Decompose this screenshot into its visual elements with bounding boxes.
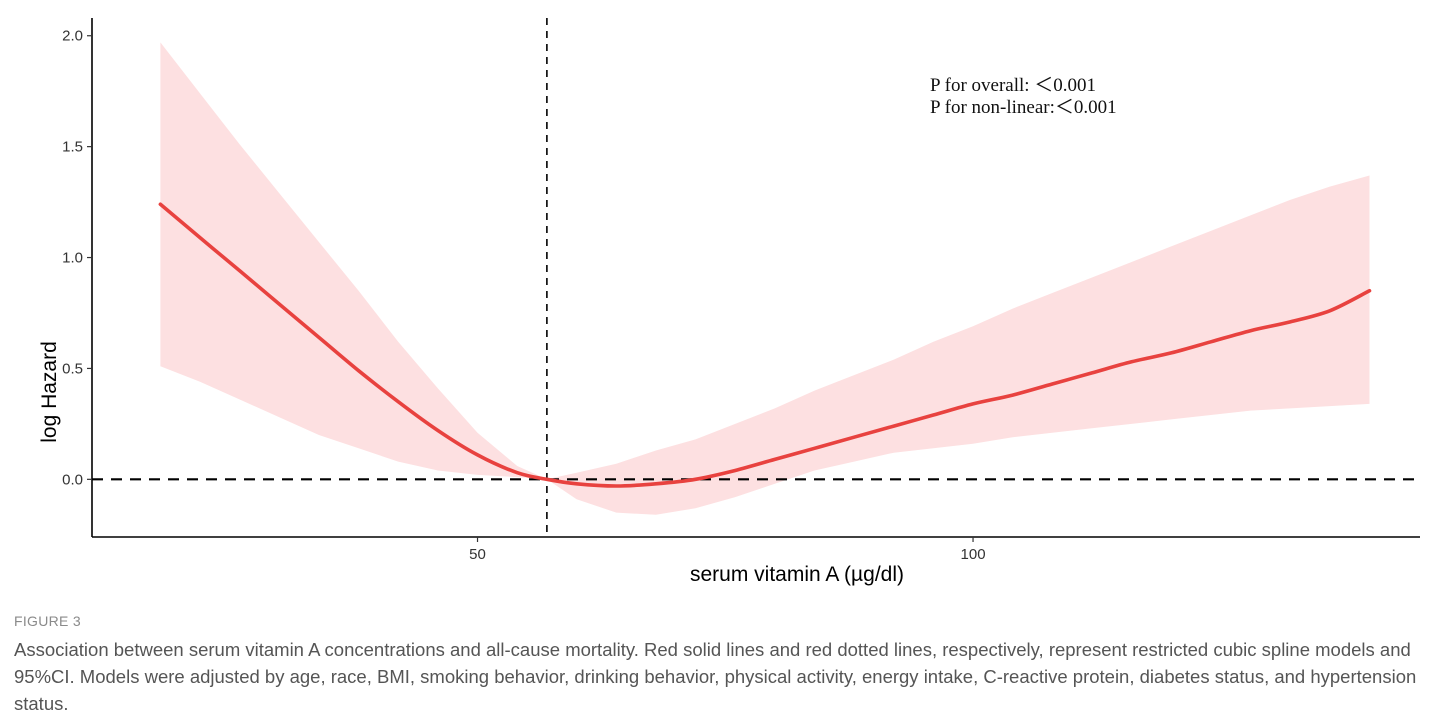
confidence-band-layer [160, 42, 1370, 515]
y-tick-label: 0.5 [62, 360, 83, 377]
reference-lines [92, 18, 1420, 537]
spline-chart: 0.0 0.5 1.0 1.5 2.0 50 100 serum vitamin A (µ… [38, 18, 1420, 586]
p-overall-annotation: P for overall: ＜0.001 [930, 75, 1096, 96]
y-tick-label: 0.0 [62, 471, 83, 488]
x-axis-title: serum vitamin A (µg/dl) [690, 563, 904, 586]
y-ticks: 0.0 0.5 1.0 1.5 2.0 [62, 28, 92, 488]
x-ticks: 50 100 [469, 537, 986, 563]
x-tick-label: 100 [961, 546, 986, 563]
spline-line [158, 202, 1372, 488]
ci-band [160, 42, 1370, 515]
figure-caption: Association between serum vitamin A conc… [14, 639, 1417, 714]
p-nonlinear-annotation: P for non-linear:＜0.001 [930, 97, 1117, 118]
y-tick-label: 1.5 [62, 139, 83, 156]
x-tick-label: 50 [469, 546, 486, 563]
y-tick-label: 2.0 [62, 28, 83, 45]
y-axis-title: log Hazard [38, 341, 61, 443]
spline-line-layer [158, 202, 1372, 488]
figure-label: FIGURE 3 [14, 613, 81, 629]
y-tick-label: 1.0 [62, 250, 83, 267]
axes [91, 18, 1420, 538]
